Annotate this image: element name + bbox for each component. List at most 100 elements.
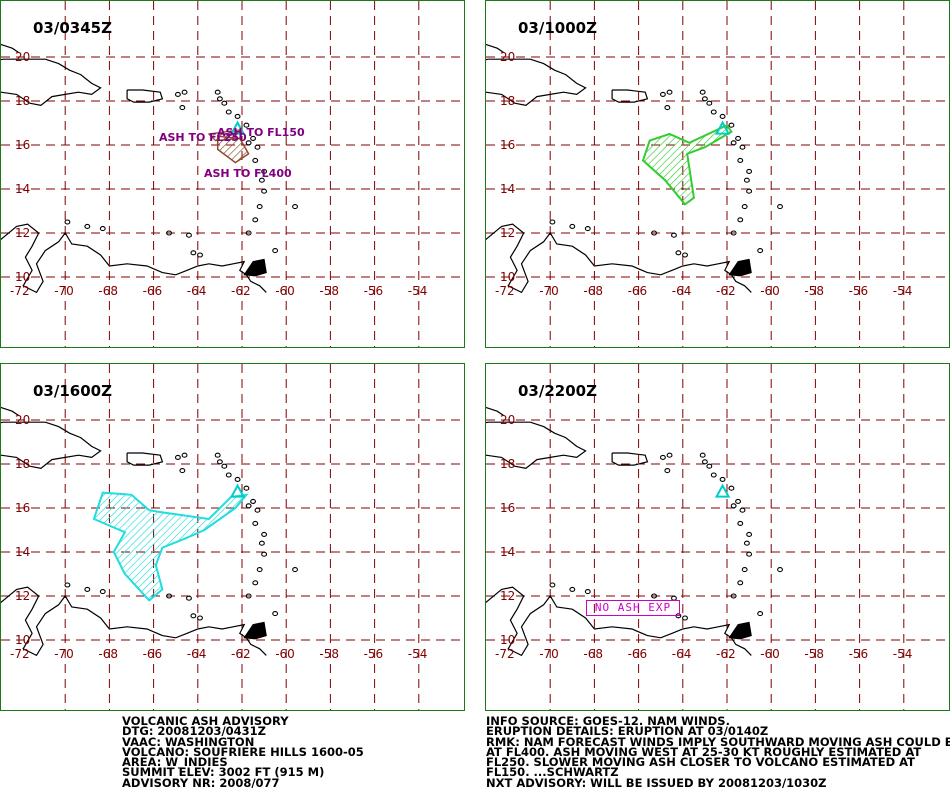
island	[84, 223, 91, 229]
island	[181, 452, 188, 458]
map-canvas	[1, 1, 464, 347]
volcano-icon	[714, 120, 731, 135]
longitude-label: -72	[495, 284, 515, 298]
island	[272, 248, 279, 254]
advisory-line: DTG: 20081203/0431Z	[122, 724, 266, 739]
advisory-line: NXT ADVISORY: WILL BE ISSUED BY 20081203…	[486, 775, 827, 790]
latitude-label: 18	[500, 457, 516, 471]
longitude-label: -58	[804, 647, 824, 661]
island	[252, 157, 259, 163]
ash-altitude-label: ASH TO FL150	[217, 126, 305, 139]
advisory-info-left: VOLCANIC ASH ADVISORY DTG: 20081203/0431…	[122, 714, 364, 789]
island	[190, 613, 197, 619]
island	[549, 219, 556, 225]
island	[166, 593, 173, 599]
island	[225, 109, 232, 115]
island	[728, 485, 735, 491]
island	[197, 615, 203, 621]
island	[569, 586, 576, 592]
island	[584, 589, 591, 595]
island	[757, 611, 764, 617]
longitude-label: -70	[539, 647, 559, 661]
island	[706, 100, 713, 106]
map-canvas	[1, 364, 464, 710]
island	[252, 217, 259, 223]
island	[706, 463, 713, 469]
longitude-label: -72	[10, 284, 30, 298]
latitude-label: 10	[15, 633, 31, 647]
island	[741, 567, 748, 573]
island	[258, 177, 265, 183]
advisory-line: VOLCANIC ASH ADVISORY	[122, 714, 289, 728]
island	[179, 468, 186, 474]
advisory-line: RMK: NAM FORECAST WINDS IMPLY SOUTHWARD …	[486, 734, 950, 749]
coastline-hispaniola	[1, 421, 102, 470]
island	[256, 204, 263, 210]
island	[719, 113, 726, 119]
island	[84, 586, 91, 592]
island	[245, 593, 252, 599]
island	[221, 463, 228, 469]
advisory-line: VAAC: WASHINGTON	[122, 734, 255, 749]
advisory-line: ERUPTION DETAILS: ERUPTION AT 03/0140Z	[486, 724, 769, 739]
coastline-cuba	[486, 43, 505, 54]
island	[181, 89, 188, 95]
island	[64, 219, 71, 225]
island	[99, 226, 106, 232]
longitude-label: -58	[804, 284, 824, 298]
longitude-label: -62	[716, 284, 736, 298]
coastline-trinidad	[728, 621, 752, 640]
ash-cloud-forecast	[92, 491, 249, 602]
island	[216, 459, 223, 465]
advisory-line: FL250. SLOWER MOVING ASH CLOSER TO VOLCA…	[486, 755, 916, 770]
island	[197, 252, 203, 258]
island	[664, 105, 671, 111]
coastline-puerto-rico	[126, 89, 164, 103]
coastline-cuba	[1, 406, 20, 417]
coastline-trinidad	[243, 258, 267, 277]
island	[757, 248, 764, 254]
longitude-label: -66	[627, 284, 648, 298]
island	[651, 230, 658, 236]
longitude-label: -72	[10, 647, 30, 661]
longitude-label: -70	[54, 284, 74, 298]
island	[250, 498, 257, 504]
island	[584, 226, 591, 232]
island	[777, 204, 783, 210]
longitude-label: -56	[363, 284, 384, 298]
island	[746, 531, 753, 537]
latitude-label: 14	[500, 545, 516, 559]
latitude-label: 20	[500, 50, 516, 64]
island	[735, 135, 742, 141]
ash-altitude-label: ASH TO FL250	[159, 131, 247, 144]
island	[261, 551, 268, 557]
longitude-label: -68	[98, 284, 118, 298]
coastline-puerto-rico	[611, 89, 649, 103]
forecast-panel-1000z: 03/1000Z 20 18 16 14 12 10 -72 -70 -68 -66 -64 -62 -6…	[485, 0, 950, 348]
advisory-line: AT FL400. ASH MOVING WEST AT 25-30 KT RO…	[486, 744, 922, 759]
longitude-label: -64	[186, 284, 207, 298]
island	[186, 232, 192, 238]
ash-cloud-fl250	[207, 128, 243, 142]
longitude-label: -60	[275, 647, 295, 661]
island	[261, 168, 268, 174]
coastline-south-america	[486, 586, 752, 657]
coastline-south-america	[486, 223, 752, 294]
island	[682, 615, 688, 621]
island	[166, 230, 173, 236]
longitude-label: -60	[760, 647, 780, 661]
longitude-label: -72	[495, 647, 515, 661]
island	[245, 503, 252, 509]
island	[221, 100, 228, 106]
longitude-label: -64	[186, 647, 207, 661]
island	[252, 580, 259, 586]
island	[245, 230, 252, 236]
island	[254, 144, 261, 150]
island	[737, 520, 744, 526]
panel-valid-time: 03/1600Z	[33, 382, 112, 400]
longitude-label: -62	[231, 284, 251, 298]
island	[719, 476, 726, 482]
island	[730, 503, 737, 509]
panel-valid-time: 03/1000Z	[518, 19, 597, 37]
island	[292, 567, 298, 573]
